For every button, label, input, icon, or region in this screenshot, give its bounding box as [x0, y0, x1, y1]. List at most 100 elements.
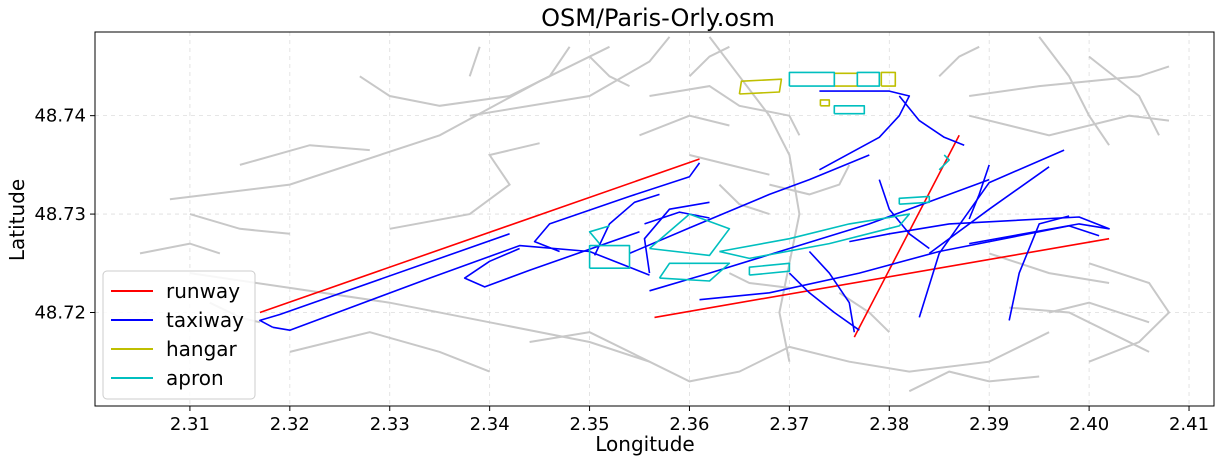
taxiway-line — [272, 244, 650, 332]
plot-frame — [94, 31, 1215, 407]
road-line — [908, 370, 1040, 393]
apron-line — [833, 105, 866, 115]
runway-line — [853, 134, 960, 338]
x-tick-label: 2.32 — [270, 414, 310, 435]
road-line — [289, 331, 490, 373]
chart-title: OSM/Paris-Orly.osm — [541, 4, 775, 32]
taxiway-line — [629, 154, 870, 255]
x-tick-label: 2.35 — [570, 414, 610, 435]
road-line — [588, 55, 630, 87]
taxiway-line — [593, 193, 660, 256]
road-line — [169, 45, 610, 201]
road-line — [769, 164, 851, 196]
road-line — [728, 272, 790, 289]
taxiway-line — [643, 201, 710, 274]
road-line — [649, 85, 801, 136]
taxiway-line — [968, 164, 990, 220]
legend-label-hangar: hangar — [166, 337, 238, 361]
road-line — [1088, 55, 1160, 136]
y-tick-label: 48.73 — [34, 204, 86, 225]
x-tick-label: 2.38 — [869, 414, 909, 435]
legend: runway taxiway hangar apron — [102, 270, 256, 400]
y-axis-label: Latitude — [5, 179, 29, 261]
road-line — [988, 252, 1110, 284]
taxiway-line — [849, 216, 1110, 245]
hangar-line — [738, 78, 783, 95]
taxiway-line — [819, 90, 911, 171]
x-tick-label: 2.37 — [769, 414, 809, 435]
apron-line — [938, 154, 951, 171]
apron-line — [748, 262, 791, 276]
legend-label-apron: apron — [166, 366, 224, 390]
hangar-line — [819, 99, 831, 107]
road-line — [468, 46, 481, 77]
series-layer — [259, 71, 1110, 338]
runway-line — [654, 237, 1110, 319]
taxiway-line — [788, 272, 860, 331]
road-line — [389, 142, 540, 230]
y-tick-label: 48.72 — [34, 303, 86, 324]
road-line — [1048, 301, 1150, 324]
y-tick-label: 48.74 — [34, 106, 86, 127]
series-hangar — [738, 71, 897, 107]
apron-line — [856, 71, 881, 87]
road-line — [239, 144, 370, 166]
legend-label-runway: runway — [166, 279, 240, 303]
road-line — [509, 46, 571, 97]
road-line — [469, 36, 671, 117]
taxiway-line — [898, 95, 965, 146]
road-line — [189, 213, 290, 235]
taxiway-line — [259, 233, 510, 329]
series-apron — [588, 71, 951, 282]
road-line — [689, 154, 770, 176]
road-line — [139, 242, 221, 255]
apron-line — [658, 262, 731, 282]
roads-layer — [139, 36, 1171, 393]
taxiway-line — [649, 178, 990, 292]
road-line — [1009, 306, 1150, 353]
runway-line — [259, 158, 700, 314]
road-line — [688, 45, 730, 78]
road-line — [1088, 262, 1171, 363]
taxiway-line — [463, 231, 640, 288]
series-taxiway — [259, 90, 1110, 333]
road-line — [1038, 36, 1110, 146]
x-tick-label: 2.34 — [470, 414, 510, 435]
road-line — [639, 114, 730, 137]
grid — [95, 32, 1214, 406]
road-line — [189, 272, 650, 363]
legend-box — [102, 270, 256, 400]
ticks: 2.31 2.32 2.33 2.34 2.35 2.36 2.37 2.38 2.39 2.40… — [34, 106, 1209, 435]
taxiway-line — [1008, 215, 1070, 321]
road-line — [789, 331, 1050, 373]
taxiway-line — [644, 211, 710, 225]
apron-line — [898, 195, 931, 205]
road-line — [838, 291, 891, 333]
apron-line — [788, 71, 836, 87]
taxiway-line — [918, 149, 1065, 318]
taxiway-line — [533, 162, 701, 253]
x-tick-label: 2.41 — [1169, 414, 1209, 435]
x-tick-label: 2.40 — [1069, 414, 1109, 435]
road-line — [708, 36, 801, 362]
road-line — [359, 75, 510, 107]
x-tick-label: 2.36 — [669, 414, 709, 435]
apron-line — [588, 225, 610, 245]
road-line — [529, 331, 790, 383]
road-line — [968, 114, 1170, 137]
series-runway — [259, 134, 1110, 338]
taxiway-line — [808, 250, 856, 333]
apron-line — [648, 213, 731, 257]
x-tick-label: 2.39 — [969, 414, 1009, 435]
taxiway-line — [928, 166, 1050, 255]
road-line — [718, 183, 770, 216]
x-tick-label: 2.31 — [170, 414, 210, 435]
road-line — [969, 65, 1170, 97]
hangar-line — [880, 71, 897, 87]
apron-line — [588, 244, 631, 270]
legend-label-taxiway: taxiway — [166, 308, 244, 332]
x-axis-label: Longitude — [595, 432, 694, 456]
taxiway-line — [878, 179, 930, 250]
road-line — [938, 45, 980, 78]
